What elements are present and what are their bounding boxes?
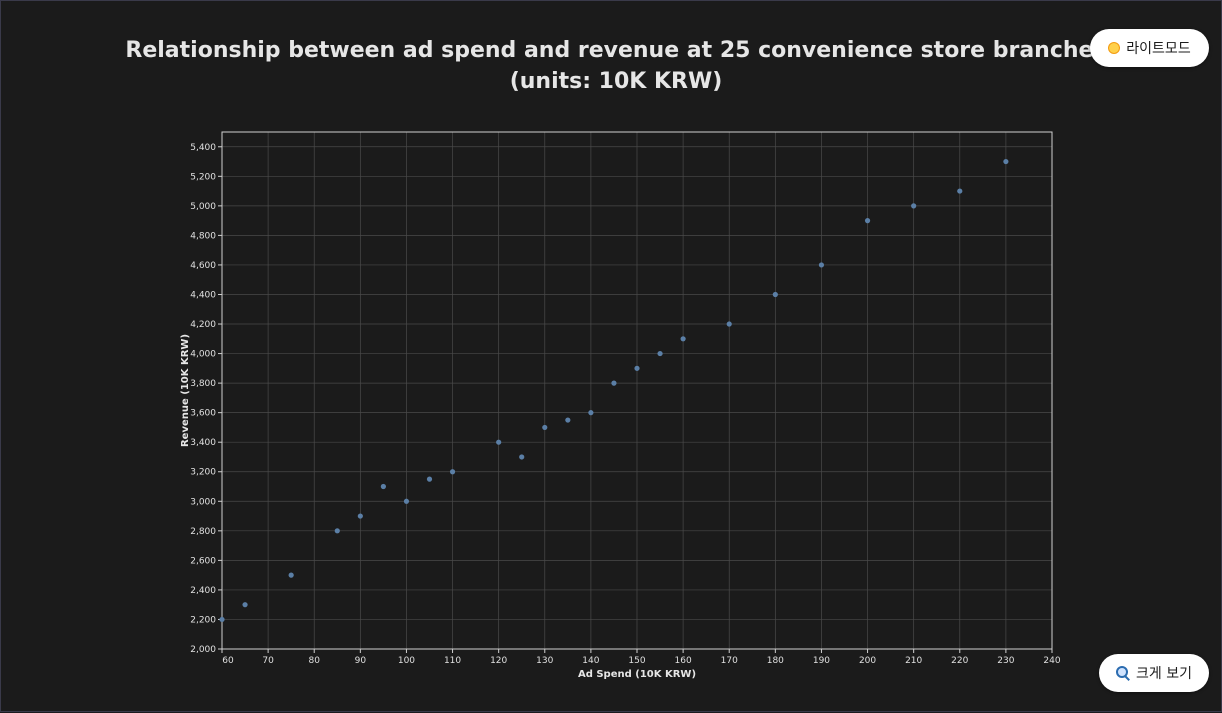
data-point xyxy=(380,483,386,490)
y-tick-label: 3,600 xyxy=(190,409,216,419)
data-point xyxy=(542,424,548,431)
x-tick-label: 160 xyxy=(675,656,692,666)
y-tick-label: 3,000 xyxy=(190,497,216,507)
data-point xyxy=(565,417,571,423)
data-point xyxy=(1003,158,1009,165)
light-mode-label: 라이트모드 xyxy=(1126,41,1191,57)
zoom-label: 크게 보기 xyxy=(1136,666,1192,682)
data-point xyxy=(288,572,294,578)
data-point xyxy=(519,454,525,460)
data-points xyxy=(219,158,1009,623)
y-tick-label: 2,600 xyxy=(190,556,216,566)
x-tick-label: 240 xyxy=(1043,656,1060,666)
y-tick-label: 4,000 xyxy=(190,350,216,360)
y-tick-label: 2,800 xyxy=(190,527,216,537)
y-tick-label: 2,000 xyxy=(190,645,216,655)
x-tick-label: 220 xyxy=(951,656,968,666)
y-tick-label: 5,200 xyxy=(190,172,216,182)
x-tick-label: 230 xyxy=(997,656,1014,666)
chart-title: Relationship between ad spend and revenu… xyxy=(121,35,1111,97)
data-point xyxy=(357,513,363,519)
data-point xyxy=(634,365,640,371)
data-point xyxy=(611,380,617,386)
x-tick-label: 70 xyxy=(262,656,274,666)
zoom-button[interactable]: 크게 보기 xyxy=(1099,654,1209,692)
x-tick-label: 130 xyxy=(536,656,553,666)
x-tick-label: 180 xyxy=(767,656,784,666)
data-point xyxy=(957,188,963,194)
y-tick-label: 5,000 xyxy=(190,202,216,212)
x-tick-label: 190 xyxy=(813,656,830,666)
x-tick-label: 100 xyxy=(398,656,415,666)
data-point xyxy=(911,203,917,209)
y-tick-label: 4,400 xyxy=(190,290,216,300)
x-tick-label: 170 xyxy=(721,656,738,666)
chart-title-line-1: Relationship between ad spend and revenu… xyxy=(125,38,1107,63)
x-tick-label: 140 xyxy=(582,656,599,666)
data-point xyxy=(449,469,456,475)
data-point xyxy=(657,350,663,357)
data-point xyxy=(219,616,225,623)
y-tick-label: 3,800 xyxy=(190,379,216,389)
data-point xyxy=(496,439,502,445)
y-tick-label: 2,200 xyxy=(190,615,216,625)
y-axis: 2,000 2,200 2,400 2,600 2,800 3,000 3,200 3,400… xyxy=(190,143,222,655)
light-mode-button[interactable]: 라이트모드 xyxy=(1090,29,1209,67)
data-point xyxy=(334,528,340,534)
sun-icon xyxy=(1108,42,1121,54)
data-point xyxy=(588,410,594,416)
x-tick-label: 110 xyxy=(444,656,461,666)
x-tick-label: 150 xyxy=(628,656,645,666)
y-tick-label: 4,600 xyxy=(190,261,216,271)
x-tick-label: 60 xyxy=(222,656,234,666)
data-point xyxy=(426,476,433,482)
y-tick-label: 4,200 xyxy=(190,320,216,330)
y-tick-label: 3,200 xyxy=(190,468,216,478)
x-tick-label: 200 xyxy=(859,656,876,666)
data-point xyxy=(403,498,410,504)
data-point xyxy=(680,336,686,342)
x-tick-label: 120 xyxy=(490,656,507,666)
chart-title-line-2: (units: 10K KRW) xyxy=(509,69,723,94)
y-tick-label: 2,400 xyxy=(190,586,216,596)
x-tick-label: 90 xyxy=(355,656,367,666)
y-tick-label: 3,400 xyxy=(190,438,216,448)
data-point xyxy=(726,321,732,327)
x-axis: 60 70 80 90 100 110 120 130 140 150 160 170 180 190 20… xyxy=(221,649,1061,666)
data-point xyxy=(772,291,778,298)
data-point xyxy=(242,602,248,608)
x-axis-label: Ad Spend (10K KRW) xyxy=(578,669,696,680)
x-tick-label: 80 xyxy=(308,656,320,666)
y-tick-label: 5,400 xyxy=(190,143,216,153)
y-tick-label: 4,800 xyxy=(190,231,216,241)
grid-lines xyxy=(221,132,1053,650)
x-tick-label: 210 xyxy=(905,656,922,666)
magnifier-icon xyxy=(1116,666,1130,680)
data-point xyxy=(818,262,825,268)
data-point xyxy=(864,218,871,224)
y-axis-label: Revenue (10K KRW) xyxy=(180,334,191,447)
